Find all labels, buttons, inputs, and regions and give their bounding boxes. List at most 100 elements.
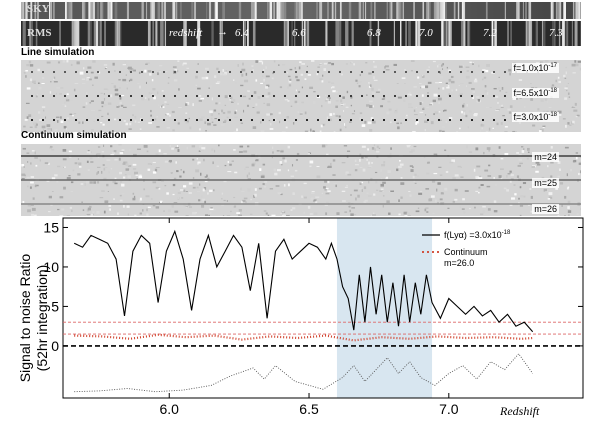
line-dot (372, 71, 374, 73)
sky-line (364, 2, 367, 19)
line-dot (427, 95, 429, 97)
rms-line (558, 21, 561, 46)
sky-line (299, 2, 302, 19)
line-dot (394, 119, 396, 121)
sky-line (114, 2, 118, 19)
line-dot (383, 71, 385, 73)
sky-line (296, 2, 299, 19)
sky-line (278, 2, 281, 19)
line-dot (284, 71, 286, 73)
sky-line (334, 2, 337, 19)
line-dot (493, 95, 495, 97)
line-dot (416, 95, 418, 97)
sky-line (453, 2, 456, 19)
line-dot (295, 71, 297, 73)
line-dot (361, 95, 363, 97)
rms-line (335, 21, 339, 46)
rms-line (211, 21, 214, 46)
rms-line (338, 21, 341, 46)
plot-frame (62, 217, 584, 399)
sky-line (443, 2, 446, 19)
sky-line (400, 2, 402, 19)
line-dot (306, 119, 308, 121)
sky-line (552, 2, 554, 19)
sky-line (444, 2, 447, 19)
sky-line (208, 2, 212, 19)
line-dot (86, 95, 88, 97)
redshift-mark: 7.2 (483, 27, 497, 39)
chart-legend: f(Lyα) =3.0x10-18 Continuum m=26.0 (422, 230, 511, 268)
rms-line (405, 21, 407, 46)
line-dot (504, 119, 506, 121)
sky-line (294, 2, 297, 19)
rms-line (400, 21, 402, 46)
sky-line (413, 2, 415, 19)
rms-line (147, 21, 151, 46)
rms-line (450, 21, 452, 46)
x-axis-label: Redshift (499, 404, 540, 418)
rms-line (95, 21, 99, 46)
line-dot (64, 71, 66, 73)
sky-line (559, 2, 562, 19)
redshift-mark: 7.3 (549, 27, 563, 39)
rms-line (93, 21, 96, 46)
line-dot (42, 95, 44, 97)
line-dot (196, 119, 198, 121)
sky-line (370, 2, 373, 19)
series-line (74, 353, 534, 393)
sky-line (374, 2, 376, 19)
line-dot (306, 95, 308, 97)
sky-line (52, 2, 55, 19)
redshift-mark: 6.6 (292, 27, 306, 39)
rms-line (29, 21, 31, 46)
sky-line (126, 2, 130, 19)
sky-line (529, 2, 532, 19)
line-dot (64, 95, 66, 97)
rms-line (525, 21, 528, 46)
line-dot (53, 71, 55, 73)
sky-line (457, 2, 460, 19)
sky-line (575, 2, 577, 19)
line-dot (141, 119, 143, 121)
sky-line (67, 2, 69, 19)
line-dot (218, 95, 220, 97)
line-dot (119, 71, 121, 73)
rms-line (120, 21, 122, 46)
line-dot (218, 119, 220, 121)
rms-line (448, 21, 451, 46)
line-dot (493, 71, 495, 73)
line-dot (86, 71, 88, 73)
line-dot (130, 95, 132, 97)
continuum-panel-label: m=24 (532, 152, 559, 162)
rms-line (303, 21, 306, 46)
continuum-panel: m=26 (21, 192, 583, 219)
sky-line (402, 2, 404, 19)
rms-line (294, 21, 296, 46)
sky-line (518, 2, 520, 19)
sky-line (295, 2, 297, 19)
rms-line (252, 21, 256, 46)
continuum-trace (21, 155, 581, 157)
sky-line (550, 2, 553, 19)
line-dot (163, 119, 165, 121)
rms-line (393, 21, 395, 46)
sky-line (252, 2, 255, 19)
line-dot (273, 95, 275, 97)
sky-line (97, 2, 99, 19)
y-axis-label: Signal to noise Ratio (17, 254, 33, 383)
rms-line (552, 21, 555, 46)
sky-line (461, 2, 464, 19)
line-dot (240, 71, 242, 73)
sky-line (34, 2, 37, 19)
rms-line (467, 21, 470, 46)
sky-band: SKY (21, 2, 581, 19)
continuum-simulation-title: Continuum simulation (21, 130, 127, 141)
line-dot (438, 71, 440, 73)
sky-line (23, 2, 25, 19)
line-dot (460, 119, 462, 121)
line-dot (460, 71, 462, 73)
continuum-panel: m=24 (21, 144, 584, 171)
line-dot (229, 71, 231, 73)
sky-line (389, 2, 392, 19)
rms-line (114, 21, 117, 46)
